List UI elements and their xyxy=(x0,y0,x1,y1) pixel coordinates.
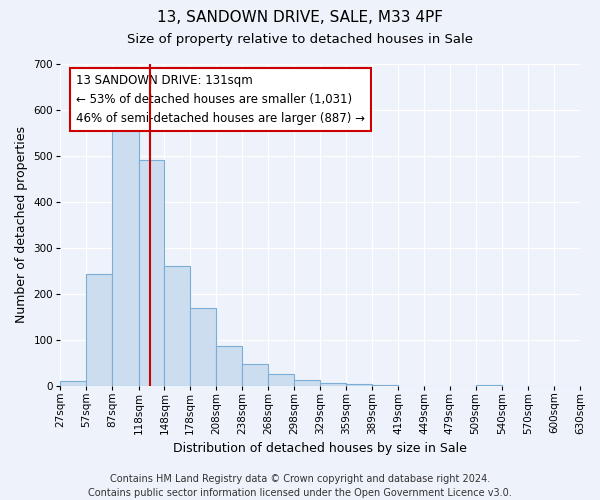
Bar xyxy=(216,346,242,386)
Text: Contains HM Land Registry data © Crown copyright and database right 2024.
Contai: Contains HM Land Registry data © Crown c… xyxy=(88,474,512,498)
Bar xyxy=(164,266,190,386)
Bar xyxy=(242,364,268,386)
Text: Size of property relative to detached houses in Sale: Size of property relative to detached ho… xyxy=(127,32,473,46)
Text: 13, SANDOWN DRIVE, SALE, M33 4PF: 13, SANDOWN DRIVE, SALE, M33 4PF xyxy=(157,10,443,25)
Bar xyxy=(60,382,86,386)
Bar xyxy=(346,384,372,386)
Text: 13 SANDOWN DRIVE: 131sqm
← 53% of detached houses are smaller (1,031)
46% of sem: 13 SANDOWN DRIVE: 131sqm ← 53% of detach… xyxy=(76,74,365,124)
Bar xyxy=(86,274,112,386)
Bar xyxy=(372,385,398,386)
Bar xyxy=(268,374,294,386)
X-axis label: Distribution of detached houses by size in Sale: Distribution of detached houses by size … xyxy=(173,442,467,455)
Bar xyxy=(139,160,164,386)
Bar xyxy=(320,383,346,386)
Bar xyxy=(294,380,320,386)
Bar xyxy=(112,122,139,386)
Bar xyxy=(476,384,502,386)
Bar xyxy=(190,308,216,386)
Y-axis label: Number of detached properties: Number of detached properties xyxy=(15,126,28,324)
